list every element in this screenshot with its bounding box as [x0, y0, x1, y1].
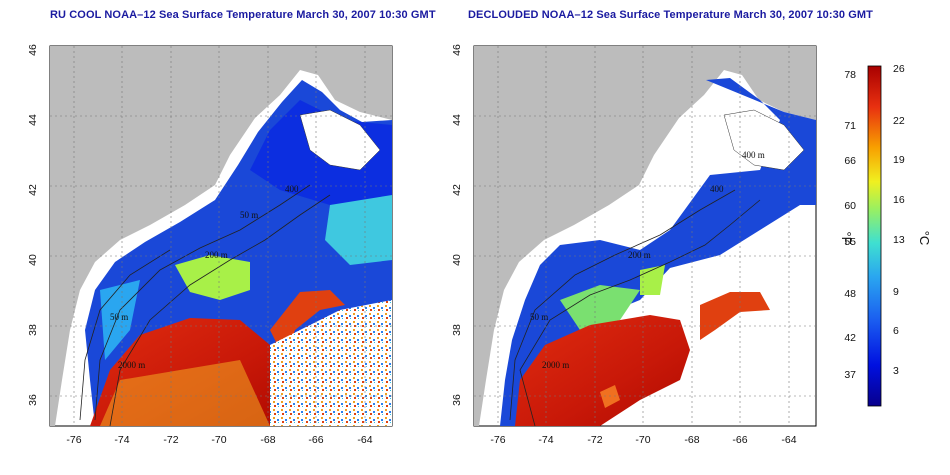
- cloud-patch: [299, 109, 381, 171]
- isobath-50m: [79, 249, 171, 421]
- lat-tick: 38: [27, 324, 39, 336]
- colorbar-f-tick: 48: [844, 288, 856, 300]
- contour-label: 400 m: [742, 150, 765, 160]
- colorbar-f-tick: 71: [844, 120, 856, 132]
- lon-tick: -76: [66, 434, 81, 446]
- contour-label: 400: [285, 184, 299, 194]
- isobath-2000m: [519, 199, 761, 426]
- colorbar-c-tick: 16: [893, 194, 905, 206]
- contour-label: 400: [710, 184, 724, 194]
- lat-tick: 46: [451, 44, 463, 56]
- lat-tick: 38: [451, 324, 463, 336]
- contour-label: 200 m: [628, 250, 651, 260]
- panel-title-raw: RU COOL NOAA–12 Sea Surface Temperature …: [50, 9, 436, 21]
- colorbar-c-tick: 22: [893, 115, 905, 127]
- lat-tick: 40: [27, 254, 39, 266]
- lon-tick: -70: [635, 434, 650, 446]
- fahrenheit-unit-label: °F: [839, 231, 854, 244]
- contour-label: 50 m: [240, 210, 258, 220]
- contour-label: 50 m: [110, 312, 128, 322]
- land-mass: [50, 46, 392, 426]
- isobath-200m: [509, 189, 736, 421]
- lat-tick: 42: [451, 184, 463, 196]
- contour-label: 200 m: [205, 250, 228, 260]
- colorbar-c-tick: 9: [893, 286, 899, 298]
- lon-tick: -72: [163, 434, 178, 446]
- gulf-stream: [515, 315, 690, 426]
- map-panel-declouded: 400 200 m 50 m 2000 m 400 m -76 -74 -72 …: [451, 44, 817, 446]
- lat-tick: 40: [451, 254, 463, 266]
- cloud-patch: [723, 109, 805, 171]
- colorbar-f-tick: 60: [844, 200, 856, 212]
- colorbar-f-tick: 55: [844, 236, 856, 248]
- colorbar-f-tick: 42: [844, 332, 856, 344]
- lon-tick: -66: [732, 434, 747, 446]
- graticule: [50, 46, 392, 426]
- lat-tick: 42: [27, 184, 39, 196]
- colorbar-c-tick: 19: [893, 154, 905, 166]
- colorbar-c-tick: 26: [893, 63, 905, 75]
- lat-tick: 36: [451, 394, 463, 406]
- lon-tick: -68: [260, 434, 275, 446]
- isobath-2000m: [109, 194, 331, 426]
- colorbar-ramp: [867, 65, 882, 407]
- colorbar-f-tick: 78: [844, 69, 856, 81]
- lon-tick: -68: [684, 434, 699, 446]
- contour-label: 2000 m: [542, 360, 569, 370]
- isobath-200m: [94, 184, 311, 421]
- lat-tick: 36: [27, 394, 39, 406]
- lon-tick: -64: [781, 434, 796, 446]
- lon-tick: -72: [587, 434, 602, 446]
- colorbar-f-tick: 66: [844, 155, 856, 167]
- colorbar-c-tick: 6: [893, 325, 899, 337]
- lon-tick: -64: [357, 434, 372, 446]
- colorbar: 78 71 66 60 55 48 42 37 26 22 19 16 13 9…: [839, 63, 932, 407]
- colorbar-c-tick: 13: [893, 234, 905, 246]
- lon-tick: -66: [308, 434, 323, 446]
- lon-tick: -76: [490, 434, 505, 446]
- colorbar-f-tick: 37: [844, 369, 856, 381]
- cold-water: [500, 78, 816, 426]
- noisy-region: [270, 300, 392, 426]
- lon-tick: -74: [114, 434, 129, 446]
- contour-label: 50 m: [530, 312, 548, 322]
- contour-label: 2000 m: [118, 360, 145, 370]
- lon-tick: -70: [211, 434, 226, 446]
- celsius-unit-label: °C: [917, 231, 932, 246]
- panel-title-declouded: DECLOUDED NOAA–12 Sea Surface Temperatur…: [468, 9, 873, 21]
- lat-tick: 46: [27, 44, 39, 56]
- colorbar-c-tick: 3: [893, 365, 899, 377]
- graticule: [474, 46, 816, 426]
- lat-tick: 44: [27, 114, 39, 126]
- lon-tick: -74: [538, 434, 553, 446]
- map-panel-raw: 400 200 m 50 m 2000 m 50 m -76 -74 -72 -…: [27, 44, 393, 446]
- land-mass: [474, 46, 816, 426]
- lat-tick: 44: [451, 114, 463, 126]
